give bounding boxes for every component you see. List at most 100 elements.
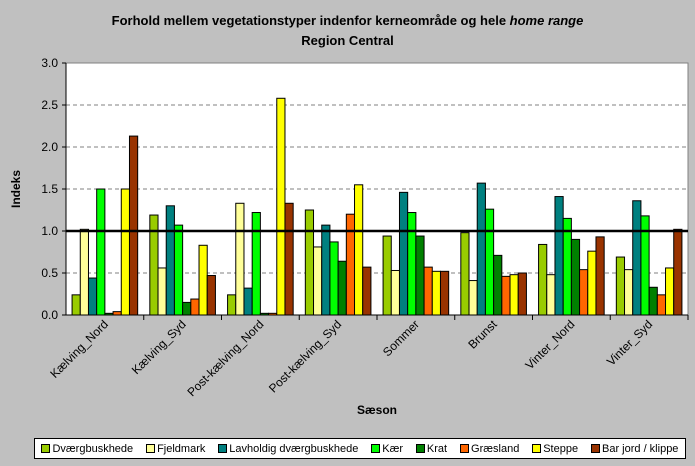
bar-bar-jord-klippe xyxy=(362,266,372,316)
bar-fjeldmark xyxy=(390,269,400,316)
legend: Dværgbuskhede Fjeldmark Lavholdig dværgbus… xyxy=(34,438,686,459)
bar-k-r xyxy=(173,224,184,316)
legend-label: Fjeldmark xyxy=(157,442,206,455)
y-tick-label: 1.0 xyxy=(41,224,58,238)
bar-steppe xyxy=(198,244,208,316)
bar-gr-sland xyxy=(345,213,356,316)
bar-lavholdig-dv-rgbuskhede xyxy=(243,287,253,316)
legend-item: Steppe xyxy=(532,443,578,455)
bar-dv-rgbuskhede xyxy=(615,256,626,316)
bar-dv-rgbuskhede xyxy=(382,235,392,316)
y-axis-label: Indeks xyxy=(9,170,23,208)
x-tick-label: Vinter_Nord xyxy=(522,317,577,372)
bar-bar-jord-klippe xyxy=(673,228,683,316)
bar-krat xyxy=(337,260,347,316)
legend-item: Bar jord / klippe xyxy=(591,443,678,455)
x-tick-label: Sommer xyxy=(380,317,422,359)
bar-bar-jord-klippe xyxy=(439,270,450,316)
legend-label: Dværgbuskhede xyxy=(52,442,134,455)
bar-dv-rgbuskhede xyxy=(538,243,548,316)
x-axis-label: Sæson xyxy=(357,403,397,417)
bar-krat xyxy=(182,301,192,316)
bar-dv-rgbuskhede xyxy=(304,209,315,316)
legend-swatch xyxy=(591,444,600,453)
legend-swatch xyxy=(532,444,542,453)
x-tick-label: Kælving_Nord xyxy=(47,317,111,381)
bar-fjeldmark xyxy=(624,269,634,316)
legend-swatch xyxy=(415,444,425,453)
bar-lavholdig-dv-rgbuskhede xyxy=(554,196,564,316)
legend-item: Græsland xyxy=(460,443,519,455)
y-tick-label: 2.0 xyxy=(41,140,58,154)
legend-item: Krat xyxy=(415,443,447,455)
legend-item: Dværgbuskhede xyxy=(41,443,133,455)
bar-gr-sland xyxy=(190,298,200,316)
bar-gr-sland xyxy=(501,275,511,316)
y-tick-label: 2.5 xyxy=(41,98,58,112)
bar-gr-sland xyxy=(656,294,667,316)
bar-fjeldmark xyxy=(157,267,167,316)
bar-krat xyxy=(648,286,658,316)
bar-krat xyxy=(415,235,425,316)
bar-gr-sland xyxy=(112,311,122,316)
bar-steppe xyxy=(276,97,286,316)
bar-steppe xyxy=(120,188,130,316)
title-italic: home range xyxy=(509,13,584,28)
legend-item: Lavholdig dværgbuskhede xyxy=(218,443,358,455)
bar-fjeldmark xyxy=(546,274,556,316)
bar-fjeldmark xyxy=(313,246,323,316)
chart-title: Forhold mellem vegetationstyper indenfor… xyxy=(0,13,695,28)
bar-dv-rgbuskhede xyxy=(227,294,237,316)
y-tick-label: 0.5 xyxy=(41,266,58,280)
bar-fjeldmark xyxy=(235,202,245,316)
x-tick-label: Brunst xyxy=(465,317,500,352)
bar-lavholdig-dv-rgbuskhede xyxy=(476,182,486,316)
bar-k-r xyxy=(484,208,495,316)
bar-bar-jord-klippe xyxy=(206,275,216,316)
bar-lavholdig-dv-rgbuskhede xyxy=(398,191,409,316)
bar-dv-rgbuskhede xyxy=(460,232,470,316)
legend-label: Græsland xyxy=(471,442,520,455)
y-tick-label: 3.0 xyxy=(41,56,58,70)
bar-krat xyxy=(493,254,503,316)
legend-label: Bar jord / klippe xyxy=(602,442,679,455)
bar-krat xyxy=(570,238,581,316)
bar-k-r xyxy=(562,217,572,316)
bar-k-r xyxy=(96,188,106,316)
legend-item: Fjeldmark xyxy=(146,443,205,455)
bar-k-r xyxy=(407,212,417,316)
bar-steppe xyxy=(665,267,675,316)
legend-swatch xyxy=(41,444,51,453)
x-tick-label: Kælving_Syd xyxy=(129,317,189,377)
bar-k-r xyxy=(329,241,339,316)
bar-k-r xyxy=(251,212,261,316)
bar-bar-jord-klippe xyxy=(284,202,294,316)
legend-swatch xyxy=(218,444,228,453)
bar-bar-jord-klippe xyxy=(128,135,139,316)
bar-lavholdig-dv-rgbuskhede xyxy=(321,224,331,316)
bar-lavholdig-dv-rgbuskhede xyxy=(165,205,175,316)
legend-swatch xyxy=(460,444,470,453)
y-tick-label: 0.0 xyxy=(41,308,58,322)
bar-bar-jord-klippe xyxy=(517,272,527,316)
bar-bar-jord-klippe xyxy=(595,236,605,316)
legend-item: Kær xyxy=(371,443,403,455)
bar-steppe xyxy=(509,274,519,316)
bar-gr-sland xyxy=(579,269,589,316)
legend-label: Steppe xyxy=(543,442,579,455)
legend-swatch xyxy=(371,444,381,453)
bar-gr-sland xyxy=(423,266,433,316)
x-tick-label: Post-kælving_Syd xyxy=(266,317,344,395)
y-tick-label: 1.5 xyxy=(41,182,58,196)
bar-fjeldmark xyxy=(79,228,89,316)
bar-steppe xyxy=(431,270,441,316)
title-text: Forhold mellem vegetationstyper indenfor… xyxy=(111,13,510,28)
legend-label: Kær xyxy=(382,442,404,455)
bar-lavholdig-dv-rgbuskhede xyxy=(87,277,98,316)
x-tick-label: Post-kælving_Nord xyxy=(184,317,266,399)
chart-subtitle: Region Central xyxy=(301,33,394,48)
legend-label: Lavholdig dværgbuskhede xyxy=(229,442,359,455)
bar-steppe xyxy=(587,250,597,316)
x-tick-label: Vinter_Syd xyxy=(604,317,655,368)
